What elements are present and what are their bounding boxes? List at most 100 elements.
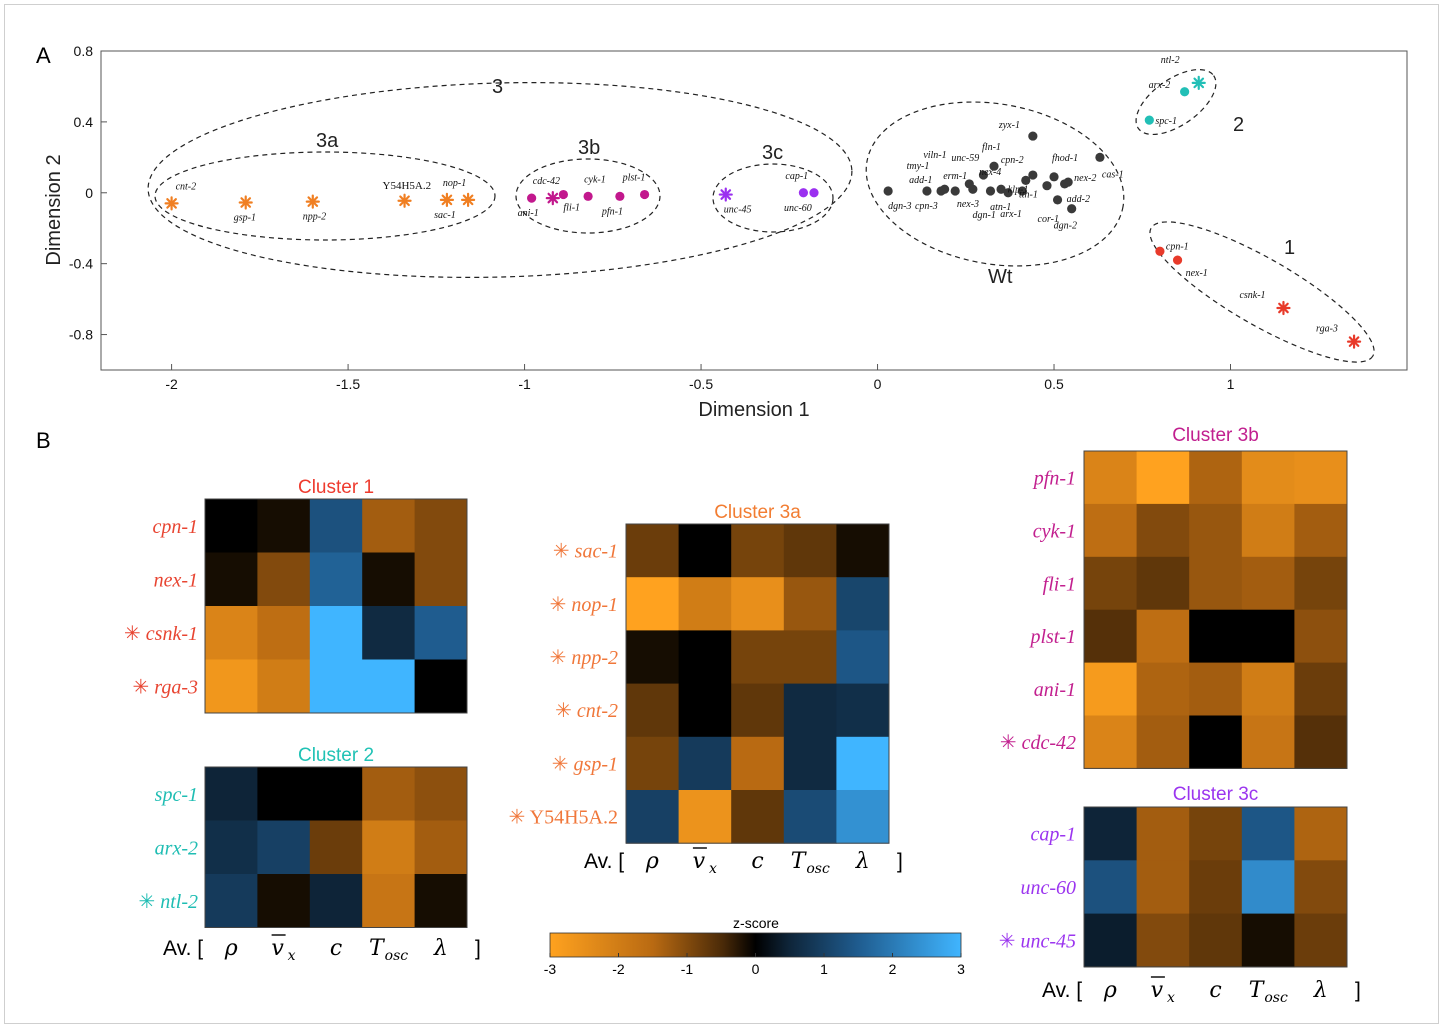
heatmap-row-label: cpn-1 bbox=[152, 516, 198, 538]
scatter-point-erm-1 bbox=[950, 186, 960, 196]
cluster-label-3a: 3a bbox=[316, 130, 339, 152]
scatter-point-dgn-2 bbox=[1067, 204, 1077, 214]
x-tick-label: 0 bbox=[874, 376, 882, 392]
scatter-point-spc-1 bbox=[1144, 115, 1154, 125]
scatter-point-cpn-1 bbox=[1155, 246, 1165, 256]
heatmap-cell bbox=[257, 499, 311, 553]
heatmap-cell bbox=[1294, 556, 1348, 611]
scatter-point-pfn-1 bbox=[615, 191, 625, 201]
point-label: ani-1 bbox=[518, 208, 539, 219]
x-tick-label: -2 bbox=[165, 376, 178, 392]
panel-letter-a: A bbox=[36, 43, 51, 68]
cluster-label-3c: 3c bbox=[762, 142, 783, 164]
colorbar: z-score -3 -2 -1 0 1 2 3 bbox=[544, 915, 965, 977]
heatmap-cell bbox=[678, 683, 732, 738]
point-label: cpn-1 bbox=[1166, 241, 1189, 252]
x-axis-title: Dimension 1 bbox=[698, 399, 809, 421]
cluster-label-wt: Wt bbox=[988, 266, 1013, 288]
heatmap-cell bbox=[1084, 662, 1138, 716]
heatmap-cell bbox=[362, 606, 416, 660]
heatmap-cell bbox=[414, 820, 468, 875]
scatter-point-ntl-2 bbox=[1191, 75, 1206, 91]
heatmap-row-label: ✳ ntl-2 bbox=[138, 889, 198, 913]
scatter-ticks: -2 -1.5 -1 -0.5 0 0.5 1 0.8 0.4 0 -0.4 -0.8 bbox=[69, 43, 1235, 392]
point-label: unc-59 bbox=[951, 153, 979, 164]
scatter-point-unc-60 bbox=[809, 188, 819, 198]
point-label: add-2 bbox=[1067, 194, 1090, 205]
point-label: fhod-1 bbox=[1052, 153, 1078, 164]
heatmap-cluster-3b: Cluster 3b pfn-1 cyk-1 fli-1 plst-1 ani-1 ✳ cd… bbox=[1000, 425, 1348, 769]
col-t-sub: osc bbox=[806, 861, 830, 877]
scatter-ellipses bbox=[147, 68, 1375, 363]
col-v-sub: x bbox=[1167, 990, 1175, 1006]
heatmap-title: Cluster 1 bbox=[298, 477, 374, 498]
heatmap-cell bbox=[309, 552, 363, 607]
col-t-sub: osc bbox=[1264, 990, 1288, 1006]
heatmap-cell bbox=[731, 790, 785, 844]
scatter-point-unc-45 bbox=[718, 187, 733, 202]
heatmap-cluster-1: Cluster 1 cpn-1 nex-1 ✳ csnk-1 ✳ rga-3 bbox=[124, 477, 468, 714]
point-label: cyk-1 bbox=[584, 174, 606, 185]
colorbar-tick-label: 0 bbox=[752, 961, 760, 977]
col-c: c bbox=[751, 849, 763, 874]
heatmap-cell bbox=[678, 790, 732, 844]
heatmap-cell bbox=[309, 606, 363, 660]
point-label: nex-1 bbox=[1186, 268, 1208, 279]
star-icon: ✳ bbox=[553, 539, 570, 563]
colorbar-tick-label: 3 bbox=[957, 961, 965, 977]
scatter-point-sac-1 bbox=[460, 192, 476, 207]
heatmap-cell bbox=[1294, 913, 1348, 968]
heatmap-cell bbox=[1136, 609, 1190, 664]
heatmap-cell bbox=[1189, 913, 1243, 968]
heatmap-border bbox=[1083, 806, 1348, 968]
star-icon: ✳ bbox=[550, 592, 567, 616]
scatter-point-cpn-2 bbox=[1028, 170, 1038, 180]
col-v: v bbox=[693, 849, 706, 874]
heatmap-cell bbox=[1241, 715, 1295, 769]
colorbar-title: z-score bbox=[733, 915, 779, 931]
point-label: arx-2 bbox=[1149, 80, 1171, 91]
col-v: v bbox=[271, 936, 284, 961]
heatmap-cell bbox=[783, 524, 837, 578]
col-t: T bbox=[791, 849, 808, 874]
heatmap-row-label: spc-1 bbox=[155, 784, 198, 806]
point-label: unc-60 bbox=[784, 203, 812, 214]
scatter-point-unc-59 bbox=[978, 170, 989, 180]
col-lambda: λ bbox=[855, 849, 870, 874]
heatmap-row-label: cap-1 bbox=[1030, 824, 1076, 846]
point-label: viln-1 bbox=[923, 150, 946, 161]
point-label: cor-1 bbox=[1038, 214, 1059, 225]
heatmap-title: Cluster 2 bbox=[298, 745, 374, 766]
av-label: Av. [ bbox=[584, 850, 624, 873]
point-label: atn-1 bbox=[990, 202, 1011, 213]
scatter-point-fli-1 bbox=[558, 189, 568, 200]
heatmap-cluster-3a: Cluster 3a ✳ sac-1 ✳ nop-1 ✳ npp-2 ✳ cnt-2 ✳ … bbox=[509, 502, 903, 877]
scatter-point-cnt-2 bbox=[164, 196, 179, 211]
heatmap-cell bbox=[1189, 451, 1243, 505]
heatmap-cell bbox=[1189, 503, 1243, 558]
cluster-labels: 3 3a 3b 3c Wt 2 1 bbox=[316, 76, 1295, 288]
heatmap-cell bbox=[1084, 860, 1138, 915]
heatmap-cell bbox=[1136, 807, 1190, 861]
heatmap-cell bbox=[205, 552, 258, 607]
heatmap-cell bbox=[1136, 556, 1190, 611]
figure-frame bbox=[4, 4, 1439, 1024]
point-label: arx-1 bbox=[1000, 209, 1022, 220]
heatmap-cell bbox=[783, 736, 837, 791]
heatmap-cell bbox=[205, 874, 258, 928]
heatmap-cell bbox=[205, 659, 258, 714]
heatmap-cell bbox=[1136, 860, 1190, 915]
heatmap-cell bbox=[1136, 913, 1190, 968]
heatmap-cell bbox=[1294, 860, 1348, 915]
scatter-point-cpn-3 bbox=[922, 186, 932, 196]
heatmap-cell bbox=[362, 552, 416, 607]
heatmap-cell bbox=[678, 736, 732, 791]
x-tick-label: 0.5 bbox=[1044, 376, 1064, 392]
ellipse-cluster-3b bbox=[515, 158, 661, 234]
point-label: dgn-2 bbox=[1054, 221, 1077, 232]
point-label: cpn-3 bbox=[915, 201, 938, 212]
point-label: klp-1 bbox=[1008, 184, 1029, 195]
scatter-point-rga-3 bbox=[1346, 334, 1362, 349]
